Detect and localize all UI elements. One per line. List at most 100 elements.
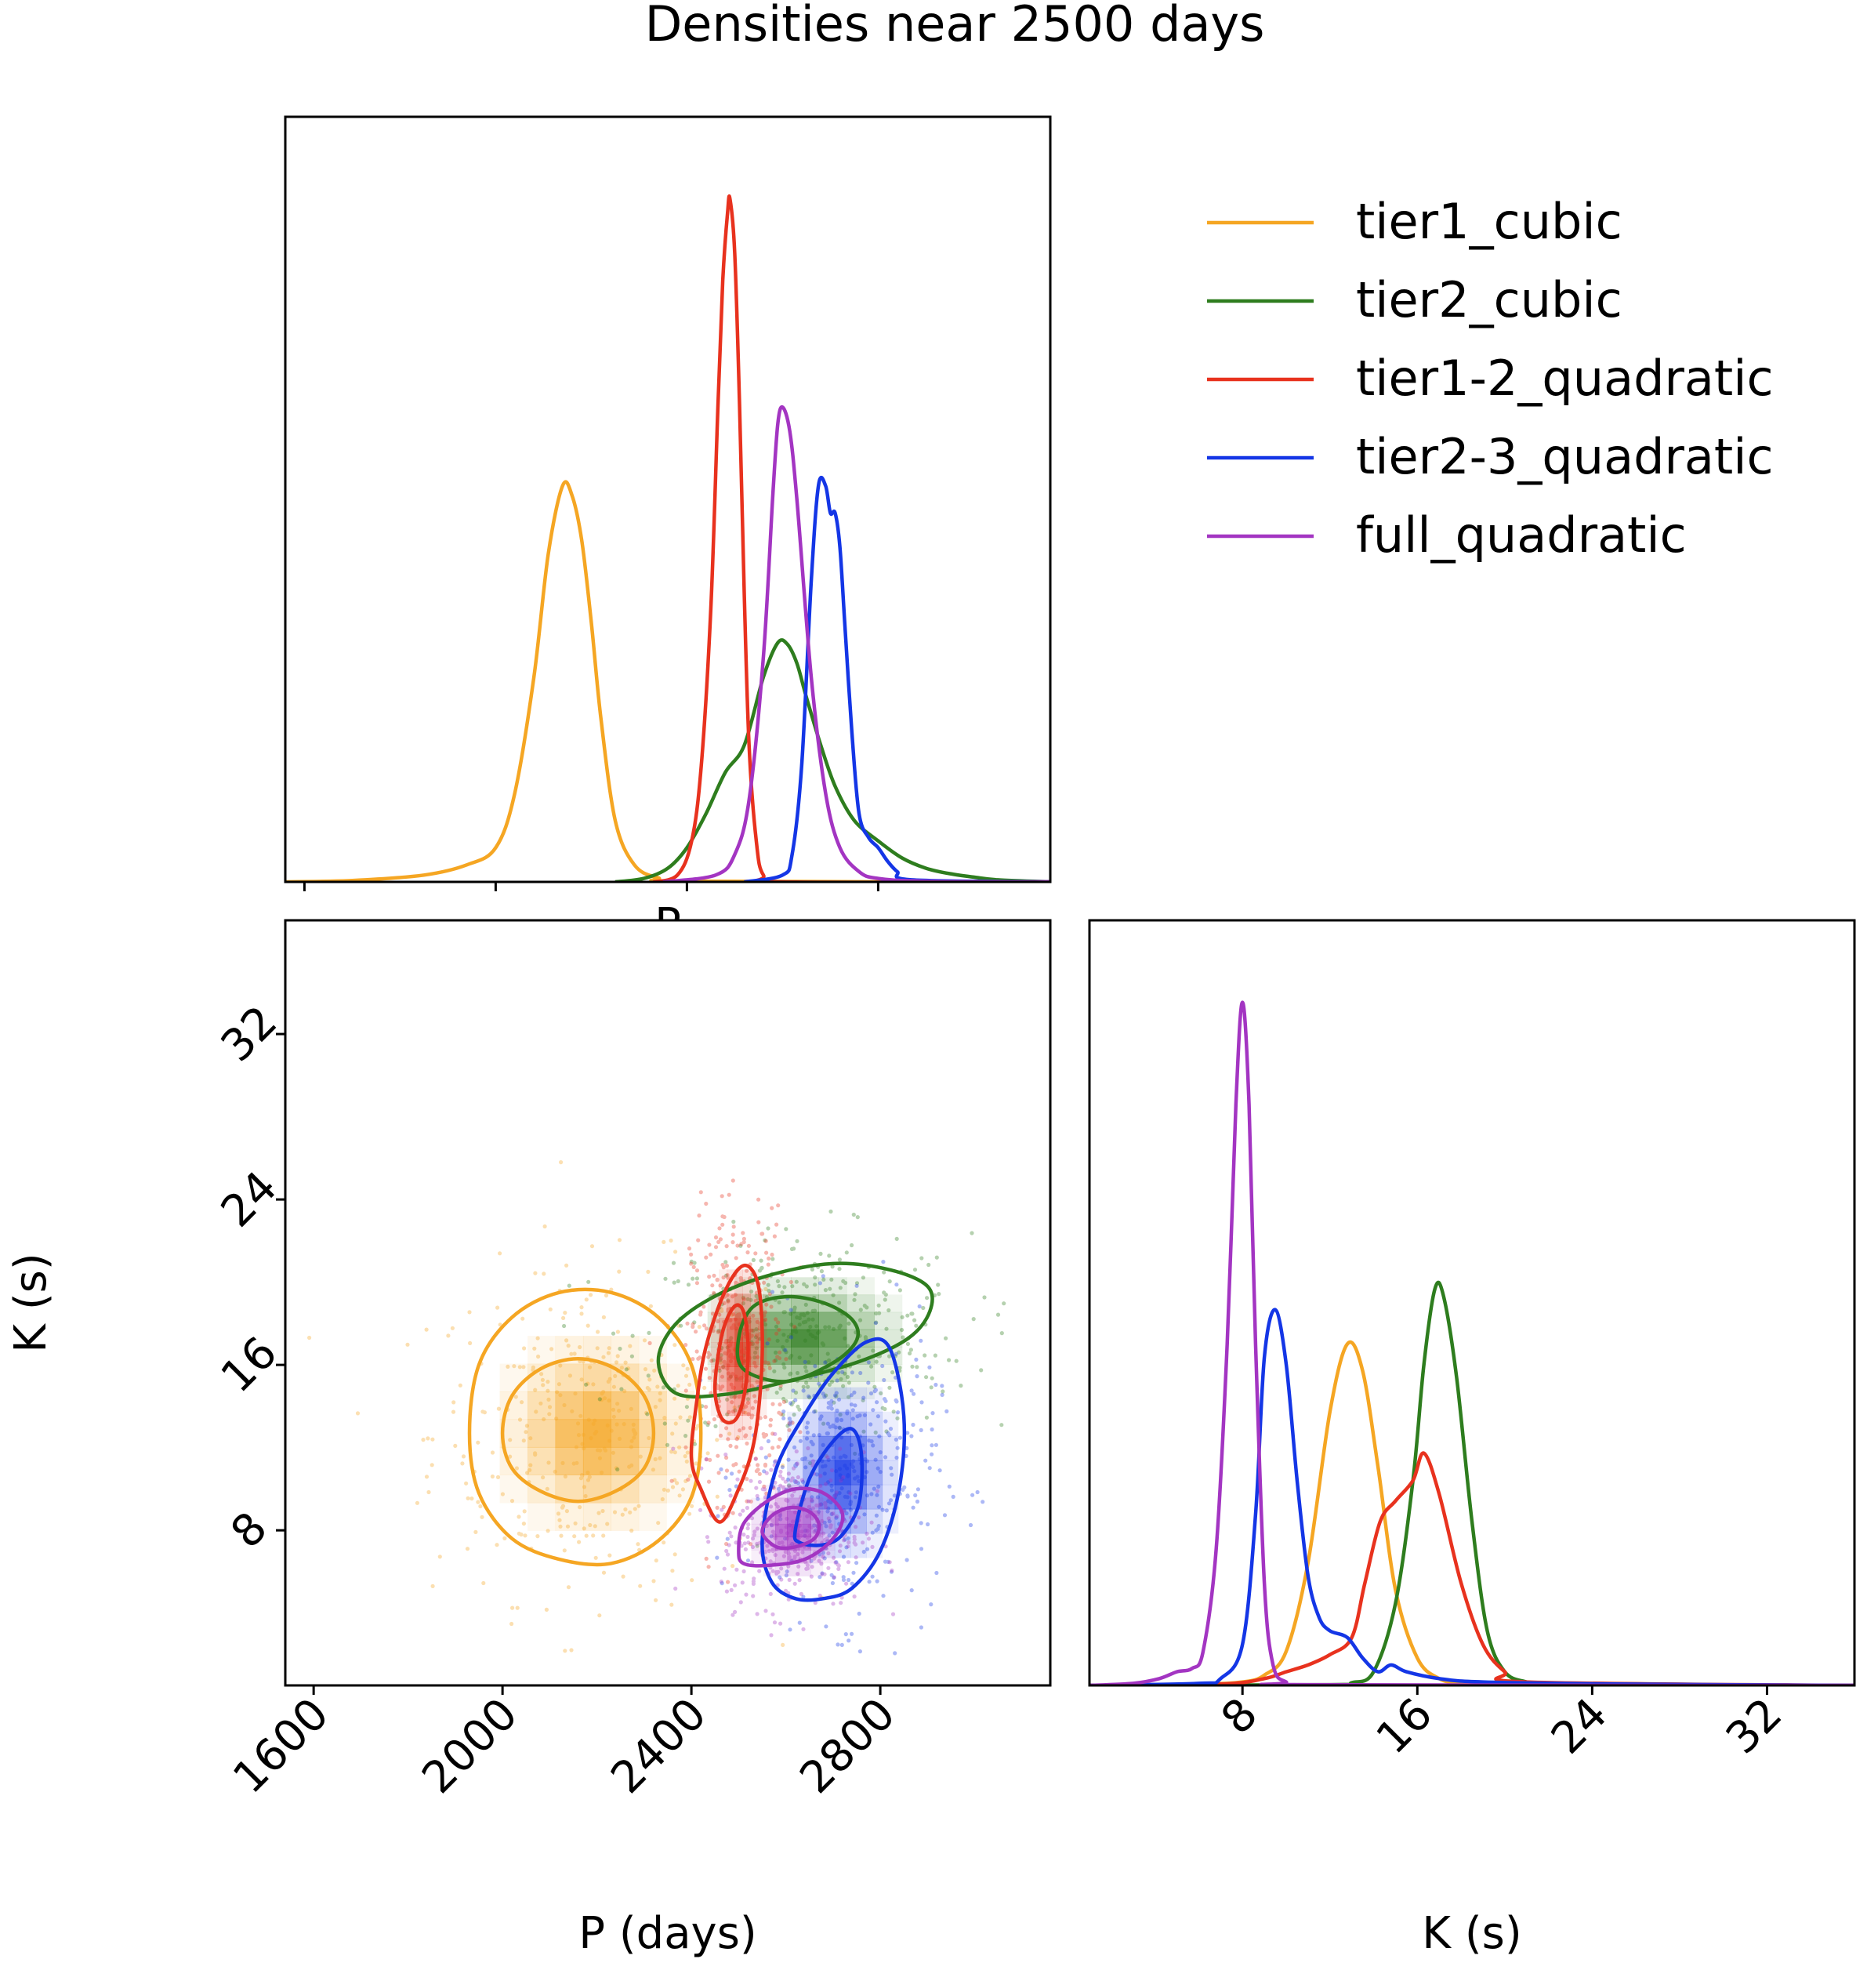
joint-scatter-point: [849, 1393, 854, 1398]
joint-scatter-point: [746, 1499, 751, 1504]
joint-scatter-point: [687, 1415, 692, 1420]
joint-scatter-point: [755, 1340, 759, 1344]
joint-scatter-point: [804, 1425, 809, 1430]
joint-scatter-point: [745, 1558, 751, 1563]
joint-scatter-point: [800, 1479, 805, 1484]
joint-scatter-point: [755, 1526, 759, 1531]
joint-scatter-point: [692, 1261, 697, 1265]
joint-scatter-point: [837, 1301, 842, 1305]
joint-scatter-point: [620, 1512, 625, 1517]
joint-scatter-point: [836, 1642, 840, 1647]
joint-scatter-point: [698, 1190, 703, 1195]
joint-scatter-point: [929, 1385, 934, 1390]
legend-label-tier1-cubic: tier1_cubic: [1356, 193, 1622, 250]
joint-scatter-point: [732, 1405, 737, 1410]
joint-scatter-point: [887, 1354, 892, 1359]
joint-scatter-point: [496, 1406, 502, 1411]
joint-scatter-point: [615, 1354, 620, 1359]
joint-scatter-point: [787, 1577, 792, 1582]
joint-scatter-point: [722, 1301, 727, 1305]
k-marginal-line-tier2-3-quadratic: [1089, 1308, 1854, 1685]
joint-scatter-point: [781, 1486, 786, 1490]
joint-scatter-point: [930, 1443, 934, 1448]
joint-scatter-point: [814, 1472, 819, 1477]
joint-scatter-point: [721, 1364, 726, 1369]
joint-scatter-point: [723, 1452, 728, 1457]
joint-scatter-point: [774, 1502, 778, 1507]
joint-scatter-point: [792, 1445, 797, 1449]
joint-xtick-label: 1600: [223, 1689, 339, 1804]
joint-scatter-point: [947, 1358, 952, 1362]
joint-scatter-point: [687, 1382, 692, 1387]
joint-density-cell: [874, 1311, 903, 1330]
joint-scatter-point: [591, 1382, 596, 1387]
joint-scatter-point: [884, 1429, 889, 1434]
joint-scatter-point: [559, 1160, 564, 1165]
joint-scatter-point: [569, 1648, 574, 1652]
joint-scatter-point: [855, 1215, 860, 1220]
joint-scatter-point: [731, 1463, 736, 1467]
joint-scatter-point: [816, 1504, 821, 1508]
joint-scatter-point: [751, 1579, 756, 1584]
joint-scatter-point: [513, 1395, 518, 1399]
joint-scatter-point: [727, 1530, 732, 1535]
joint-scatter-point: [724, 1264, 730, 1268]
joint-scatter-point: [893, 1651, 897, 1656]
joint-scatter-point: [464, 1481, 469, 1486]
joint-scatter-point: [692, 1442, 698, 1446]
joint-scatter-point: [872, 1384, 877, 1389]
joint-scatter-point: [770, 1206, 774, 1210]
joint-scatter-point: [811, 1433, 816, 1438]
joint-scatter-point: [605, 1522, 610, 1526]
joint-scatter-point: [812, 1523, 817, 1528]
joint-scatter-point: [835, 1378, 839, 1383]
joint-scatter-point: [799, 1591, 803, 1596]
joint-scatter-point: [665, 1442, 670, 1447]
joint-scatter-point: [750, 1341, 755, 1346]
joint-scatter-point: [846, 1380, 851, 1385]
joint-scatter-point: [767, 1292, 772, 1297]
joint-scatter-point: [754, 1486, 759, 1490]
joint-scatter-point: [999, 1423, 1004, 1428]
joint-scatter-point: [482, 1410, 488, 1415]
joint-density-cell: [787, 1562, 799, 1576]
joint-scatter-point: [792, 1305, 797, 1310]
joint-density-cell: [763, 1364, 792, 1382]
joint-contour-full-quadratic-outer: [737, 1486, 845, 1568]
joint-scatter-point: [796, 1552, 800, 1557]
joint-density-cell: [850, 1533, 867, 1558]
joint-scatter-point: [798, 1430, 803, 1435]
joint-scatter-point: [770, 1446, 775, 1450]
joint-density-cell: [710, 1342, 720, 1367]
joint-scatter-point: [869, 1492, 874, 1496]
joint-scatter-point: [813, 1308, 817, 1313]
joint-scatter-point: [843, 1537, 847, 1542]
joint-scatter-point: [680, 1487, 686, 1492]
joint-density-cell: [763, 1311, 792, 1330]
joint-scatter-point: [763, 1495, 768, 1500]
joint-scatter-point: [716, 1385, 720, 1391]
joint-scatter-point: [904, 1558, 909, 1562]
joint-scatter-point: [517, 1365, 522, 1369]
joint-scatter-point: [892, 1493, 897, 1498]
joint-scatter-point: [563, 1474, 568, 1479]
joint-scatter-point: [826, 1551, 831, 1556]
joint-scatter-point: [510, 1605, 515, 1610]
joint-scatter-point: [745, 1268, 749, 1273]
joint-scatter-point: [490, 1474, 495, 1479]
joint-scatter-point: [881, 1260, 886, 1264]
joint-scatter-point: [827, 1382, 832, 1387]
joint-scatter-point: [745, 1397, 751, 1402]
joint-scatter-point: [805, 1566, 810, 1571]
joint-density-cell: [822, 1523, 836, 1538]
joint-scatter-point: [821, 1421, 826, 1426]
joint-scatter-point: [726, 1298, 730, 1303]
joint-scatter-point: [817, 1417, 823, 1421]
joint-scatter-point: [461, 1454, 466, 1459]
joint-scatter-point: [767, 1256, 771, 1261]
joint-scatter-point: [834, 1394, 839, 1398]
joint-scatter-point: [795, 1461, 799, 1466]
joint-density-cell: [727, 1293, 735, 1319]
joint-scatter-point: [759, 1446, 764, 1451]
